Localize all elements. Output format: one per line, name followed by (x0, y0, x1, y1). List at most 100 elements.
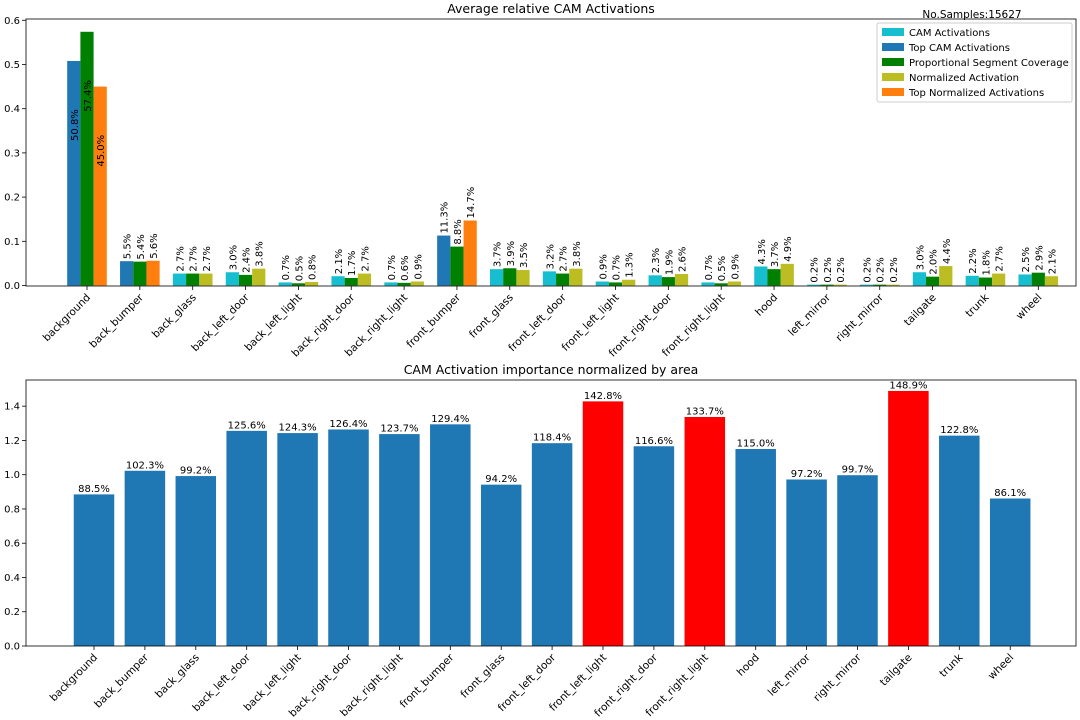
chart2-plot-frame (25, 379, 1077, 647)
x-tick-label-front-bumper: front_bumper (398, 651, 457, 710)
legend-label-top-normalized-activations: Top Normalized Activations (908, 88, 1044, 99)
bar-cam-activations-right-mirror (859, 284, 874, 286)
bar-proportional-segment-coverage-front-left-light (608, 282, 623, 286)
chart-importance-normalized-by-area: CAM Activation importance normalized by … (4, 362, 1077, 720)
bar-back-right-light (379, 434, 420, 646)
bar-normalized-activation-front-left-door (569, 268, 583, 286)
data-label-proportional-segment-coverage-front-right-light: 0.5% (717, 256, 728, 281)
data-label-proportional-segment-coverage-back-right-light: 0.6% (400, 255, 411, 280)
data-label-normalized-activation-wheel: 2.1% (1048, 249, 1059, 274)
chart2-bar-labels: 88.5% 102.3% 99.2% 125.6% 124.3% 126.4% 123.7%… (78, 380, 1026, 499)
data-label-proportional-segment-coverage-front-left-light: 0.7% (612, 255, 623, 280)
data-label-cam-activations-right-mirror: 0.2% (863, 257, 874, 282)
data-label-cam-activations-tailgate: 3.0% (915, 245, 926, 270)
x-tick-label-tailgate: tailgate (902, 292, 939, 329)
data-label-cam-activations-front-right-door: 2.3% (651, 248, 662, 273)
x-tick-label-back-bumper: back_bumper (87, 291, 146, 350)
data-label-proportional-segment-coverage-trunk: 1.8% (981, 250, 992, 275)
data-label-normalized-activation-back-left-door: 3.8% (255, 241, 266, 266)
data-label-cam-activations-front-left-light: 0.9% (598, 254, 609, 279)
bar-proportional-segment-coverage-wheel (1031, 272, 1045, 286)
bar-back-left-light (277, 433, 318, 646)
bar-trunk (939, 435, 980, 646)
data-label-proportional-segment-coverage-back-glass: 2.7% (189, 246, 200, 271)
data-label-cam-activations-hood: 4.3% (757, 239, 768, 264)
bar-top-normalized-activations-background (93, 86, 107, 286)
data-label-front-glass: 94.2% (485, 474, 517, 485)
bar-cam-activations-front-right-door (648, 275, 662, 286)
bar-proportional-segment-coverage-front-right-light (714, 283, 728, 286)
y-tick-label-4: 0.4 (4, 104, 20, 115)
bar-cam-activations-tailgate (912, 272, 926, 286)
data-label-cam-activations-back-right-light: 0.7% (387, 255, 398, 280)
x-tick-label-right-mirror: right_mirror (834, 291, 887, 344)
data-label-back-left-door: 125.6% (228, 420, 266, 431)
chart2-bars (73, 390, 1031, 646)
data-label-proportional-segment-coverage-tailgate: 2.0% (929, 249, 940, 274)
bar-front-right-light (684, 416, 726, 646)
data-label-normalized-activation-front-left-door: 3.8% (572, 241, 583, 266)
bar-normalized-activation-back-right-door (357, 273, 372, 286)
bar-top-cam-activations-back-bumper (120, 261, 134, 286)
legend-swatch-cam-activations (882, 28, 904, 36)
x-tick-label-hood: hood (735, 652, 762, 679)
bar-right-mirror (837, 475, 878, 646)
data-label-proportional-segment-coverage-front-bumper: 8.8% (453, 219, 464, 244)
bar-normalized-activation-back-left-light (305, 281, 319, 286)
data-label-top-cam-activations-back-bumper: 5.5% (123, 234, 134, 259)
data-label-normalized-activation-back-glass: 2.7% (202, 246, 213, 271)
bar-background (73, 494, 115, 646)
chart2-y-axis: 0.0 0.2 0.4 0.6 0.8 1.0 1.2 1.4 (4, 402, 26, 653)
data-label-front-right-light: 133.7% (686, 406, 724, 417)
data-label-normalized-activation-trunk: 2.7% (995, 246, 1006, 271)
bar-proportional-segment-coverage-trunk (978, 277, 993, 286)
bar-front-bumper (430, 424, 471, 646)
bar-cam-activations-back-left-light (278, 282, 292, 286)
bar-back-bumper (124, 470, 166, 646)
y-tick-label-0: 0.0 (4, 642, 20, 653)
x-tick-label-trunk: trunk (937, 651, 966, 680)
data-label-right-mirror: 99.7% (842, 465, 874, 476)
data-label-hood: 115.0% (737, 439, 775, 450)
data-label-normalized-activation-front-glass: 3.5% (519, 243, 530, 268)
chart1-plot-frame (25, 18, 1077, 287)
x-tick-label-left-mirror: left_mirror (766, 651, 813, 698)
data-label-normalized-activation-front-right-door: 2.6% (678, 247, 689, 272)
bar-cam-activations-back-left-door (225, 272, 239, 286)
bar-cam-activations-trunk (965, 275, 979, 286)
data-label-cam-activations-left-mirror: 0.2% (810, 257, 821, 282)
bar-top-cam-activations-front-bumper (437, 235, 451, 286)
data-label-back-left-light: 124.3% (279, 423, 317, 434)
x-tick-label-background: background (48, 652, 100, 704)
y-tick-label-3: 0.6 (4, 539, 20, 550)
bar-proportional-segment-coverage-front-bumper (450, 246, 464, 286)
bar-normalized-activation-back-right-light (410, 281, 424, 286)
legend-swatch-proportional-segment-coverage (882, 58, 904, 66)
data-label-front-left-light: 142.8% (584, 391, 622, 402)
legend-swatch-normalized-activation (882, 73, 904, 81)
data-label-proportional-segment-coverage-back-left-light: 0.5% (294, 256, 305, 281)
x-tick-label-back-glass: back_glass (153, 652, 202, 701)
y-tick-label-2: 0.2 (4, 193, 20, 204)
bar-normalized-activation-front-right-light (727, 281, 741, 286)
data-label-normalized-activation-tailgate: 4.4% (942, 239, 953, 264)
legend-swatch-top-normalized-activations (882, 88, 904, 96)
data-label-normalized-activation-front-right-light: 0.9% (730, 254, 741, 279)
data-label-proportional-segment-coverage-left-mirror: 0.2% (823, 257, 834, 282)
chart1-title: Average relative CAM Activations (447, 1, 655, 16)
bar-proportional-segment-coverage-tailgate (926, 276, 940, 286)
data-label-normalized-activation-hood: 4.9% (783, 236, 794, 261)
bar-normalized-activation-front-left-light (622, 279, 636, 286)
data-label-normalized-activation-left-mirror: 0.2% (836, 257, 847, 282)
bar-normalized-activation-back-glass (199, 273, 213, 286)
bar-proportional-segment-coverage-back-left-door (238, 274, 253, 286)
data-label-front-right-door: 116.6% (635, 436, 673, 447)
bar-proportional-segment-coverage-hood (767, 269, 781, 286)
bar-cam-activations-back-right-light (384, 282, 398, 286)
data-label-top-normalized-activations-background: 45.0% (96, 135, 107, 167)
y-tick-label-7: 1.4 (4, 402, 20, 413)
data-label-cam-activations-back-right-door: 2.1% (334, 249, 345, 274)
bar-normalized-activation-front-right-door (674, 274, 689, 286)
